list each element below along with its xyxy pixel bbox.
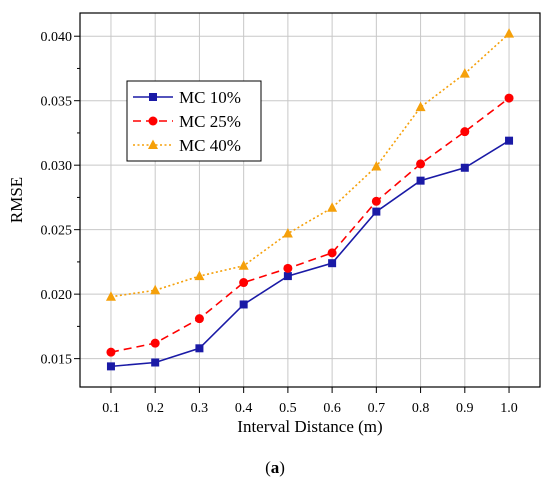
series-line-3 <box>110 33 510 298</box>
series-1-point-1 <box>106 362 115 371</box>
series-2-point-3 <box>194 314 204 324</box>
legend-marker-1 <box>149 93 157 101</box>
series-line-1 <box>110 139 510 368</box>
y-axis-title: RMSE <box>7 177 26 223</box>
x-tick-label-2: 0.2 <box>146 401 164 416</box>
y-tick-label-4: 0.030 <box>41 159 73 174</box>
series-2-point-6 <box>327 248 337 258</box>
y-tick-label-1: 0.015 <box>41 353 73 368</box>
caption-open: ( <box>265 458 271 477</box>
series-1-point-5 <box>283 272 292 281</box>
axes: 0.1 0.2 0.3 0.4 0.5 0.6 0.7 0.8 0.9 1.0 0.015 0.020… <box>41 30 518 416</box>
series-3-point-9 <box>459 68 470 78</box>
y-tick-label-6: 0.040 <box>41 30 73 45</box>
x-axis-title: Interval Distance (m) <box>237 417 382 436</box>
series-2-point-8 <box>416 159 426 169</box>
x-tick-label-5: 0.5 <box>279 401 297 416</box>
series-1-point-4 <box>239 300 248 309</box>
plot-frame <box>79 12 541 388</box>
caption-close: ) <box>279 458 285 477</box>
series-1-point-7 <box>372 207 381 216</box>
x-tick-label-7: 0.7 <box>368 401 386 416</box>
series-line-2 <box>110 97 510 353</box>
series-3 <box>105 28 515 301</box>
x-tick-label-4: 0.4 <box>235 401 253 416</box>
legend-marker-3 <box>148 139 158 149</box>
series-3-point-2 <box>150 284 161 295</box>
series-3-point-1 <box>105 291 116 301</box>
series-3-point-4 <box>238 260 249 270</box>
series-2-point-7 <box>371 196 381 206</box>
y-tick-label-5: 0.035 <box>41 95 73 110</box>
grid <box>80 13 540 387</box>
series-3-point-3 <box>194 270 205 281</box>
series-1-point-8 <box>416 176 425 185</box>
legend-label-3: MC 40% <box>179 136 241 155</box>
x-tick-label-1: 0.1 <box>102 401 120 416</box>
series-1-point-9 <box>460 163 469 172</box>
series-2-point-10 <box>504 93 514 103</box>
series-3-point-7 <box>371 160 382 171</box>
figure-caption: (a) <box>265 458 285 477</box>
legend: MC 10% MC 25% MC 40% <box>126 80 262 162</box>
series-2-point-5 <box>283 263 293 273</box>
series-1-point-6 <box>328 259 337 268</box>
legend-label-1: MC 10% <box>179 88 241 107</box>
x-tick-label-9: 0.9 <box>456 401 474 416</box>
series-layer <box>105 28 515 371</box>
series-1-point-3 <box>195 344 204 353</box>
series-2-point-1 <box>106 347 116 357</box>
series-3-point-10 <box>504 28 515 38</box>
legend-label-2: MC 25% <box>179 112 241 131</box>
caption-label: a <box>271 458 280 477</box>
series-2-point-4 <box>239 278 249 288</box>
series-3-point-8 <box>415 101 426 112</box>
series-3-point-6 <box>327 202 338 212</box>
series-2-point-2 <box>150 338 160 348</box>
series-1-point-2 <box>151 358 160 367</box>
series-2 <box>106 93 514 357</box>
x-tick-label-10: 1.0 <box>500 401 518 416</box>
x-tick-label-3: 0.3 <box>191 401 209 416</box>
y-tick-label-3: 0.025 <box>41 224 73 239</box>
x-tick-label-6: 0.6 <box>323 401 341 416</box>
series-2-point-9 <box>460 127 470 137</box>
x-tick-label-8: 0.8 <box>412 401 430 416</box>
series-1 <box>106 136 514 371</box>
series-1-point-10 <box>505 136 514 145</box>
y-tick-label-2: 0.020 <box>41 288 73 303</box>
series-3-point-5 <box>282 228 293 238</box>
legend-marker-2 <box>148 116 158 126</box>
